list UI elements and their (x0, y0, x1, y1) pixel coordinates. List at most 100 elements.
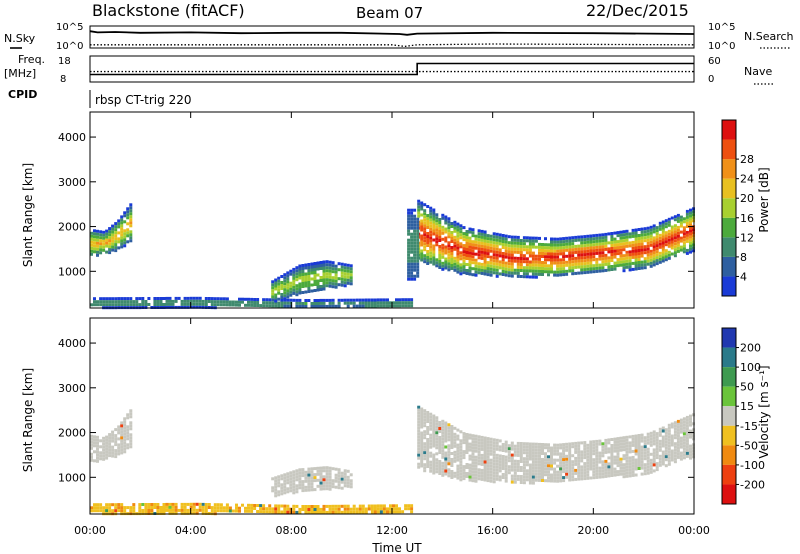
power-cell (410, 214, 414, 218)
velocity-cell (513, 480, 517, 484)
power-cell (601, 236, 605, 240)
power-cell (340, 283, 344, 287)
power-cell (595, 269, 599, 273)
power-cell (589, 249, 593, 253)
power-cell (105, 238, 109, 242)
velocity-cell (550, 476, 553, 480)
velocity-cell (283, 479, 287, 483)
velocity-cell (295, 478, 299, 482)
power-cell (613, 240, 617, 244)
power-cell (571, 242, 575, 246)
power-cell (410, 262, 414, 266)
velocity-cell (643, 466, 647, 470)
velocity-cell (661, 441, 665, 445)
velocity-cell (268, 510, 272, 514)
velocity-cell (601, 466, 605, 470)
velocity-cell (117, 425, 121, 429)
velocity-cell (244, 509, 247, 513)
velocity-cell (613, 437, 617, 441)
velocity-cell (568, 472, 572, 476)
velocity-cell (583, 474, 587, 478)
power-cell (504, 273, 508, 277)
power-cell (253, 304, 257, 307)
power-cell (96, 238, 99, 242)
velocity-cell (474, 461, 478, 465)
power-cell (583, 244, 587, 248)
velocity-cell (316, 478, 320, 482)
power-cell (413, 247, 417, 251)
velocity-cell (489, 452, 493, 456)
velocity-cell (643, 451, 647, 455)
power-cell (501, 261, 505, 264)
velocity-cell (417, 444, 421, 448)
power-cell (225, 300, 229, 304)
velocity-cell (498, 475, 502, 479)
velocity-cell (676, 443, 680, 447)
velocity-cell (213, 506, 217, 510)
power-cell (610, 253, 614, 256)
power-cell (413, 223, 417, 227)
power-cell (459, 227, 463, 231)
power-cell (574, 238, 578, 242)
power-cell (355, 298, 359, 302)
velocity-cell (447, 444, 451, 448)
velocity-cell (556, 458, 560, 462)
velocity-cell (664, 428, 668, 432)
velocity-cell (538, 454, 541, 458)
velocity-cell (541, 479, 544, 482)
velocity-cell (417, 426, 421, 430)
power-cell (658, 251, 662, 255)
power-cell (105, 297, 109, 301)
velocity-cell (664, 458, 668, 462)
velocity-cell (604, 462, 608, 466)
power-cell (313, 271, 317, 274)
power-cell (571, 236, 575, 240)
power-cell (625, 241, 629, 245)
power-cell (114, 243, 118, 247)
velocity-cell (519, 442, 523, 445)
power-cell (410, 235, 414, 239)
power-cell (304, 275, 308, 279)
power-cell (441, 249, 445, 253)
velocity-cell (404, 504, 408, 508)
velocity-cell (604, 465, 608, 469)
power-cell (216, 300, 220, 304)
velocity-cell (108, 509, 112, 513)
velocity-cell (631, 461, 635, 465)
power-cell (274, 304, 278, 308)
velocity-cell (456, 473, 460, 477)
velocity-cell (429, 466, 433, 470)
velocity-cell (277, 510, 281, 514)
velocity-cell (129, 415, 133, 419)
power-cell (337, 298, 341, 302)
power-cell (574, 262, 578, 266)
power-cell (562, 267, 566, 271)
power-cell (519, 260, 523, 263)
power-cell (465, 230, 469, 233)
power-cell (456, 237, 460, 241)
velocity-cell (340, 477, 344, 481)
velocity-cell (334, 507, 338, 511)
velocity-cell (604, 441, 608, 445)
power-cell (334, 285, 338, 289)
velocity-cell (619, 472, 623, 476)
power-cell (525, 245, 529, 249)
power-cell (289, 269, 293, 273)
power-cell (619, 257, 623, 261)
velocity-cell (286, 490, 290, 494)
velocity-cell (689, 423, 692, 427)
power-cell (416, 226, 420, 230)
power-cell (525, 263, 529, 267)
velocity-cell (108, 436, 112, 440)
power-cell (331, 267, 335, 271)
power-cell (586, 234, 590, 238)
power-cell (120, 236, 124, 240)
power-cell (468, 239, 472, 243)
velocity-cell (253, 504, 257, 507)
power-cell (471, 234, 475, 238)
velocity-cell (498, 460, 502, 464)
velocity-cell (429, 418, 433, 422)
velocity-cell (117, 503, 121, 507)
velocity-cell (583, 462, 587, 466)
